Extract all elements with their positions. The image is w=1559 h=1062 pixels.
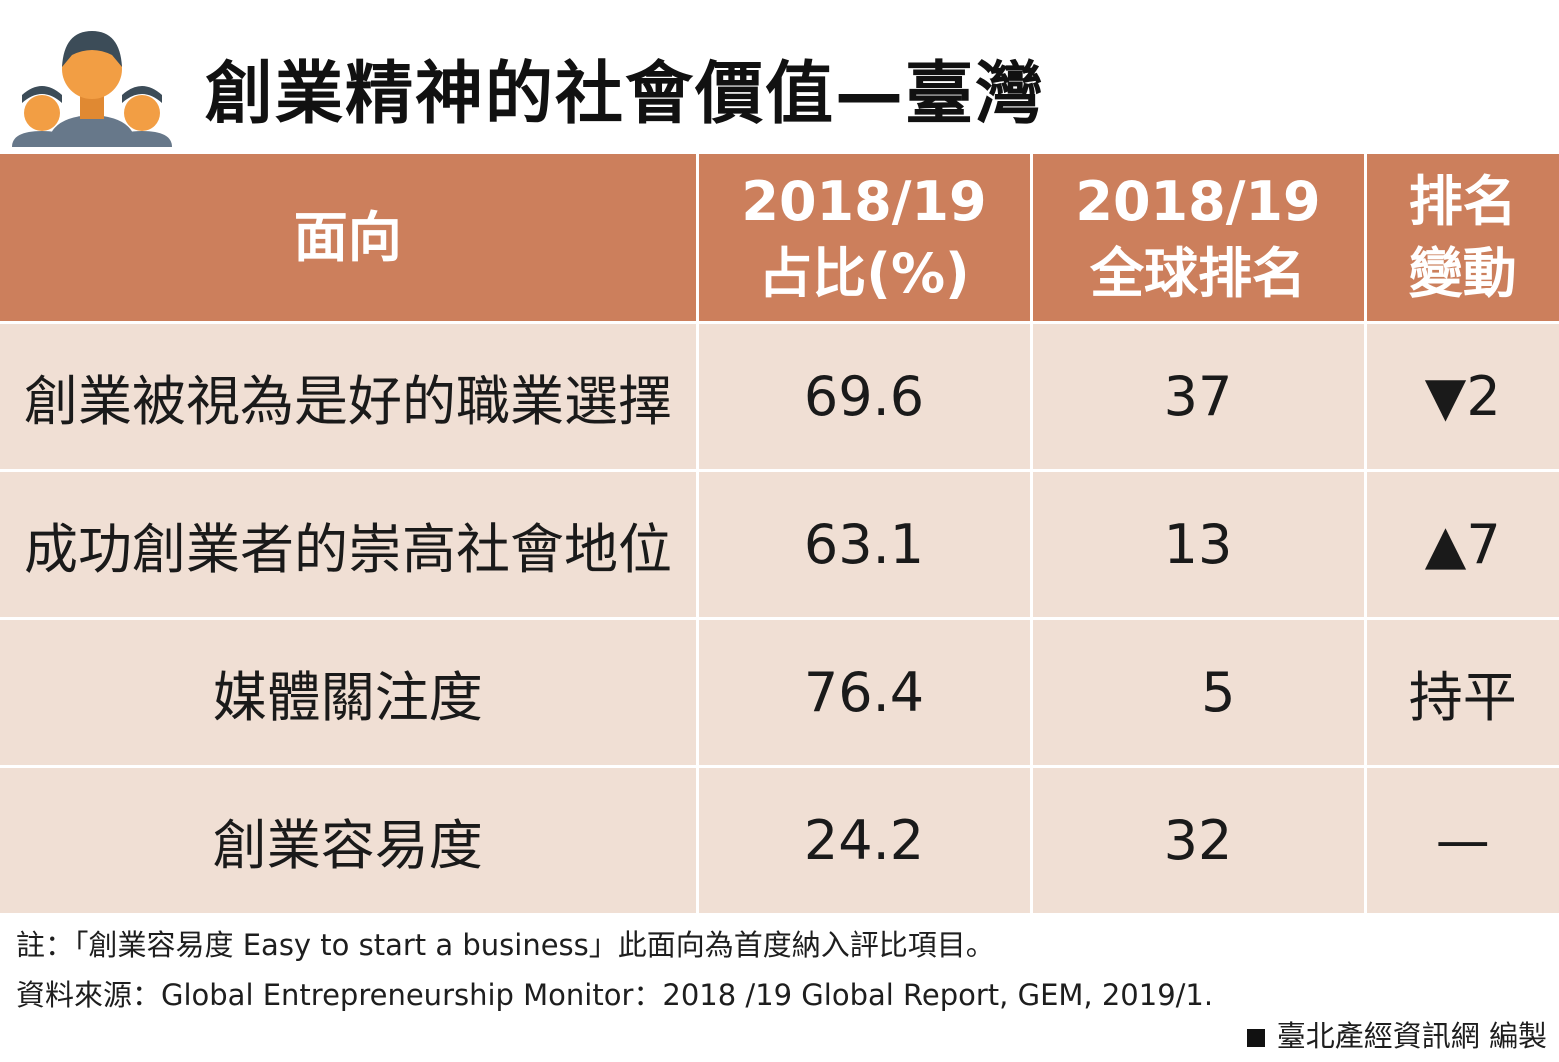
- source-note: 資料來源：Global Entrepreneurship Monitor：201…: [16, 978, 1214, 1012]
- rank-change-cell: 持平: [1363, 617, 1559, 768]
- header: 創業精神的社會價值—臺灣: [0, 0, 1559, 150]
- people-group-icon: [12, 31, 172, 147]
- table-row: 媒體關注度 76.4 5 持平: [0, 617, 1559, 768]
- rank-change-cell: ▼2: [1363, 321, 1559, 473]
- column-header-share: 2018/19 占比(%): [695, 154, 1033, 325]
- column-header-line: 2018/19: [741, 169, 987, 233]
- share-cell: 63.1: [695, 469, 1033, 621]
- credit-line: 臺北產經資訊網 編製: [1246, 1014, 1547, 1058]
- aspect-cell: 成功創業者的崇高社會地位: [0, 469, 699, 621]
- share-cell: 24.2: [695, 765, 1033, 916]
- stats-table: 面向 2018/19 占比(%) 2018/19 全球排名 排名 變動 創業被視…: [0, 154, 1559, 916]
- credit-text: 臺北產經資訊網 編製: [1276, 1019, 1547, 1053]
- footnote: 註：「創業容易度 Easy to start a business」此面向為首度…: [16, 928, 995, 962]
- footnotes: 註：「創業容易度 Easy to start a business」此面向為首度…: [16, 920, 1546, 1020]
- column-header-aspect: 面向: [0, 154, 699, 325]
- rank-cell: 13: [1029, 469, 1367, 621]
- column-header-line: 2018/19: [1075, 169, 1321, 233]
- table-row: 成功創業者的崇高社會地位 63.1 13 ▲7: [0, 469, 1559, 621]
- column-header-rank: 2018/19 全球排名: [1029, 154, 1367, 325]
- column-header-change: 排名 變動: [1363, 154, 1559, 325]
- page-title: 創業精神的社會價值—臺灣: [205, 55, 1046, 134]
- share-cell: 69.6: [695, 321, 1033, 473]
- square-bullet-icon: [1246, 1029, 1265, 1047]
- aspect-cell: 創業容易度: [0, 765, 699, 916]
- aspect-cell: 媒體關注度: [0, 617, 699, 768]
- table-row: 創業被視為是好的職業選擇 69.6 37 ▼2: [0, 321, 1559, 473]
- aspect-cell: 創業被視為是好的職業選擇: [0, 321, 699, 473]
- table-row: 創業容易度 24.2 32 —: [0, 765, 1559, 916]
- rank-cell: 37: [1029, 321, 1367, 473]
- column-header-line: 全球排名: [1090, 241, 1306, 305]
- column-header-line: 變動: [1408, 241, 1517, 305]
- rank-cell: 5: [1029, 617, 1367, 768]
- table-header-row: 面向 2018/19 占比(%) 2018/19 全球排名 排名 變動: [0, 154, 1559, 325]
- rank-change-cell: ▲7: [1363, 469, 1559, 621]
- column-header-line: 占比(%): [758, 241, 970, 305]
- share-cell: 76.4: [695, 617, 1033, 768]
- column-header-line: 面向: [293, 205, 402, 269]
- column-header-line: 排名: [1408, 169, 1517, 233]
- rank-cell: 32: [1029, 765, 1367, 916]
- rank-change-cell: —: [1363, 765, 1559, 916]
